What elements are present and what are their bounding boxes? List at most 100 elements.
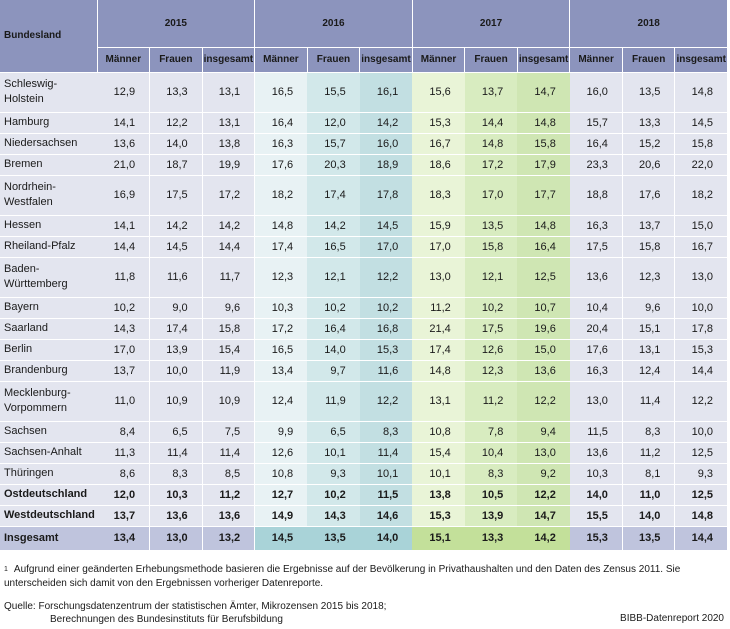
value-cell: 14,5 [674,112,728,134]
value-cell: 9,2 [517,463,570,485]
value-cell: 14,0 [569,484,623,506]
value-cell: 17,2 [202,175,256,216]
value-cell: 11,4 [149,442,203,464]
bundesland-name: Westdeutschland [0,505,98,527]
table-row: Sachsen-Anhalt 11,3 11,4 11,4 12,6 10,1 11,4 15… [0,442,728,464]
value-cell: 17,2 [254,318,308,340]
value-cell: 13,6 [517,360,570,382]
value-cell: 10,4 [569,297,623,319]
bundesland-name: Mecklenburg- Vorpommern [0,381,98,422]
value-cell: 17,0 [359,236,413,258]
table-row: Bremen 21,0 18,7 19,9 17,6 20,3 18,9 18,6 17,2 17… [0,154,728,176]
value-cell: 15,9 [412,215,465,237]
value-cell: 8,1 [622,463,676,485]
value-cell: 11,4 [622,381,676,422]
bundesland-name: Rheiland-Pfalz [0,236,98,258]
table-row: Brandenburg 13,7 10,0 11,9 13,4 9,7 11,6 14,8 12… [0,360,728,382]
source-line-1: Quelle: Forschungsdatenzentrum der stati… [4,601,387,612]
total-row: Insgesamt 13,4 13,0 13,2 14,5 13,5 14,0 15,1 13,… [0,525,728,551]
value-cell: 10,9 [149,381,203,422]
value-cell: 12,5 [674,442,728,464]
value-cell: 13,5 [307,525,360,551]
value-cell: 17,2 [464,154,518,176]
bundesland-name: Sachsen-Anhalt [0,442,98,464]
value-cell: 11,3 [97,442,151,464]
value-cell: 13,9 [149,339,203,361]
value-cell: 16,8 [359,318,413,340]
value-cell: 9,3 [307,463,360,485]
value-cell: 15,6 [412,72,465,113]
value-cell: 9,3 [674,463,728,485]
table-row: Thüringen 8,6 8,3 8,5 10,8 9,3 10,1 10,1 8,3 9,2 1… [0,463,728,485]
subheader-frauen: Frauen [622,47,676,73]
value-cell: 12,1 [464,257,518,298]
value-cell: 17,5 [149,175,203,216]
value-cell: 12,2 [517,381,570,422]
value-cell: 12,0 [307,112,360,134]
subheader-maenner: Männer [569,47,623,73]
subheader-frauen: Frauen [149,47,203,73]
value-cell: 15,8 [622,236,676,258]
value-cell: 16,4 [307,318,360,340]
value-cell: 11,0 [622,484,676,506]
value-cell: 15,4 [412,442,465,464]
value-cell: 14,3 [307,505,360,527]
subheader-frauen: Frauen [307,47,361,73]
table-row: Mecklenburg- Vorpommern 11,0 10,9 10,9 12,4 11… [0,381,728,422]
value-cell: 11,2 [622,442,676,464]
value-cell: 13,1 [622,339,676,361]
bundesland-name: Nordrhein- Westfalen [0,175,98,216]
value-cell: 17,9 [517,154,570,176]
value-cell: 10,2 [359,297,413,319]
value-cell: 14,4 [97,236,151,258]
value-cell: 12,5 [674,484,728,506]
value-cell: 16,5 [254,72,308,113]
value-cell: 16,0 [569,72,623,113]
value-cell: 8,4 [97,421,151,443]
value-cell: 8,3 [464,463,518,485]
bundesland-name: Baden- Württemberg [0,257,98,298]
value-cell: 14,4 [674,525,728,551]
value-cell: 14,5 [254,525,308,551]
value-cell: 14,2 [359,112,413,134]
value-cell: 17,4 [254,236,308,258]
value-cell: 11,7 [202,257,256,298]
value-cell: 17,4 [307,175,360,216]
data-table: Bundesland 2015 2016 2017 2018 Männer Fra… [0,0,728,551]
value-cell: 19,6 [517,318,570,340]
value-cell: 12,3 [254,257,308,298]
value-cell: 9,9 [254,421,308,443]
value-cell: 15,1 [412,525,465,551]
table-row: Berlin 17,0 13,9 15,4 16,5 14,0 15,3 17,4 12,6 15… [0,339,728,361]
value-cell: 13,0 [517,442,570,464]
value-cell: 9,7 [307,360,360,382]
value-cell: 17,6 [254,154,308,176]
value-cell: 13,1 [202,112,256,134]
value-cell: 20,6 [622,154,676,176]
value-cell: 18,2 [254,175,308,216]
header-year: 2015 [97,0,256,48]
header-year: 2018 [569,0,728,48]
footnote-marker: 1 [4,566,8,573]
value-cell: 10,3 [569,463,623,485]
value-cell: 13,0 [569,381,623,422]
value-cell: 11,9 [202,360,256,382]
value-cell: 11,5 [359,484,413,506]
value-cell: 15,3 [674,339,728,361]
value-cell: 11,2 [464,381,518,422]
value-cell: 12,1 [307,257,360,298]
value-cell: 6,5 [149,421,203,443]
footnote-text: Aufgrund einer geänderten Erhebungsmetho… [4,564,681,589]
value-cell: 17,0 [412,236,465,258]
subheader-insgesamt: insgesamt [674,47,728,73]
value-cell: 10,0 [674,421,728,443]
bundesland-name: Hessen [0,215,98,237]
value-cell: 11,4 [359,442,413,464]
value-cell: 13,3 [622,112,676,134]
value-cell: 13,3 [464,525,518,551]
table-row: Bayern 10,2 9,0 9,6 10,3 10,2 10,2 11,2 10,2 10,7… [0,297,728,319]
value-cell: 17,5 [464,318,518,340]
value-cell: 13,1 [202,72,256,113]
table-row: Sachsen 8,4 6,5 7,5 9,9 6,5 8,3 10,8 7,8 9,4 11,5 8… [0,421,728,443]
bundesland-name: Niedersachsen [0,133,98,155]
